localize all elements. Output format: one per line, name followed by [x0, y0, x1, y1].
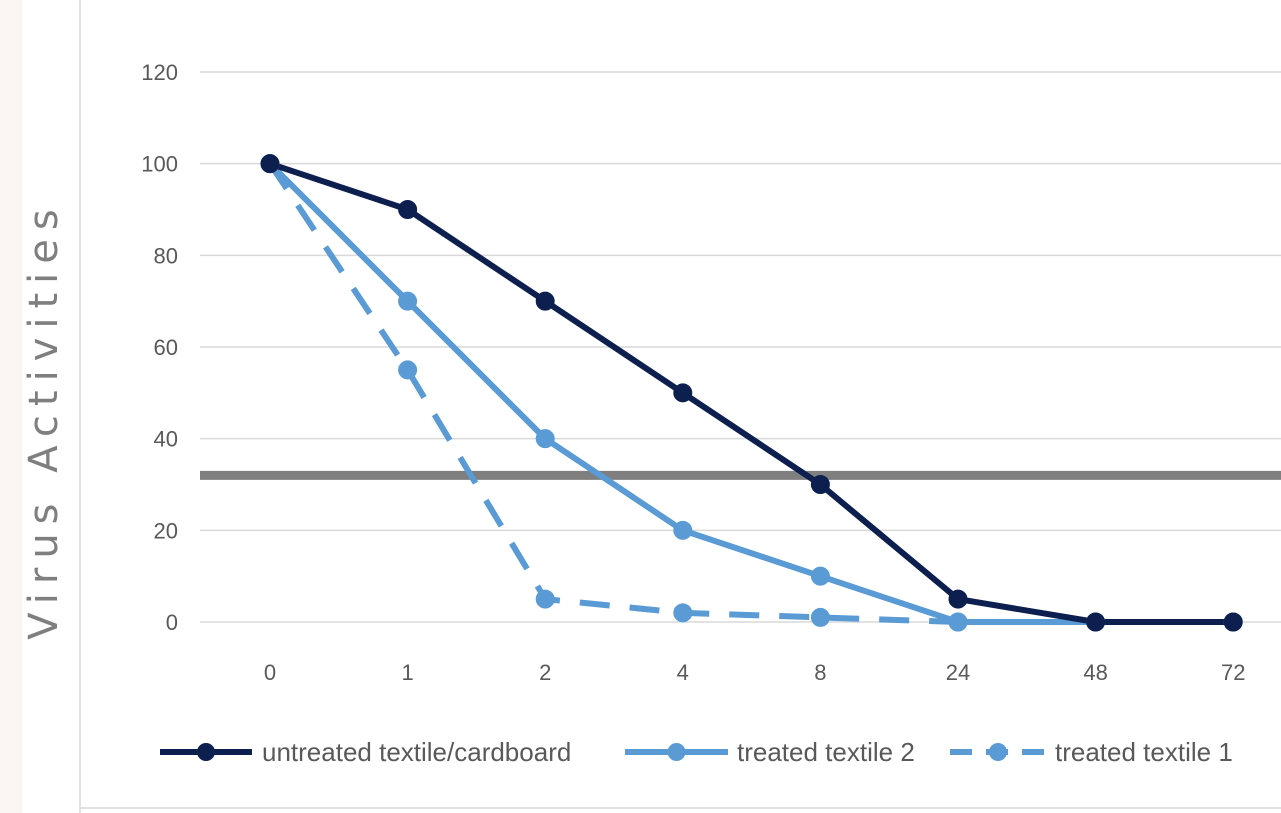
data-point — [398, 291, 418, 311]
legend-swatch-marker — [197, 743, 215, 761]
data-point — [673, 603, 693, 623]
y-tick-label: 40 — [154, 427, 178, 452]
y-tick-label: 100 — [141, 152, 178, 177]
data-point — [398, 360, 418, 380]
data-point — [535, 589, 555, 609]
y-tick-label: 60 — [154, 335, 178, 360]
legend-item: treated textile 2 — [625, 737, 915, 767]
series-line — [269, 160, 1234, 625]
x-tick-label: 72 — [1221, 660, 1245, 685]
x-tick-label: 24 — [946, 660, 970, 685]
y-axis-label: Virus Activities — [21, 200, 67, 639]
x-tick-label: 0 — [264, 660, 276, 685]
x-tick-label: 8 — [814, 660, 826, 685]
legend-swatch-marker — [667, 743, 686, 761]
series-line — [267, 162, 959, 625]
x-tick-label: 4 — [677, 660, 689, 685]
data-point — [1223, 612, 1243, 632]
data-point — [810, 566, 830, 586]
chart-area — [22, 0, 1281, 813]
series-line — [267, 161, 1234, 625]
data-point — [673, 520, 693, 540]
legend-item: untreated textile/cardboard — [160, 737, 571, 767]
data-point — [535, 429, 555, 449]
y-tick-label: 0 — [166, 610, 178, 635]
data-point — [260, 154, 280, 174]
x-tick-label: 2 — [539, 660, 551, 685]
legend-label: treated textile 1 — [1055, 737, 1233, 767]
data-point — [398, 200, 418, 219]
data-point — [535, 291, 555, 311]
data-point — [1086, 612, 1106, 632]
legend-swatch-marker — [989, 743, 1007, 761]
legend-label: untreated textile/cardboard — [262, 737, 571, 767]
legend-label: treated textile 2 — [737, 737, 915, 767]
data-point — [810, 475, 830, 494]
data-point — [673, 383, 693, 403]
y-tick-label: 120 — [141, 60, 178, 85]
x-tick-label: 1 — [401, 660, 413, 685]
y-tick-label: 20 — [154, 518, 178, 543]
x-tick-label: 48 — [1083, 660, 1107, 685]
data-point — [948, 589, 968, 609]
legend-item: treated textile 1 — [950, 737, 1233, 767]
data-point — [810, 607, 830, 627]
data-point — [948, 612, 968, 632]
y-tick-label: 80 — [154, 243, 178, 268]
